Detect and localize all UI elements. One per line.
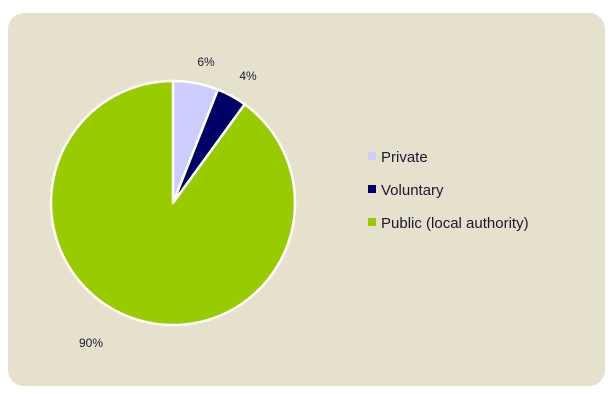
pie-slices: [49, 79, 297, 327]
legend-label: Public (local authority): [381, 215, 529, 232]
legend-swatch: [368, 185, 376, 193]
legend: Private Voluntary Public (local authority): [368, 149, 529, 232]
value-label: 90%: [79, 336, 103, 350]
legend-label: Voluntary: [381, 182, 444, 199]
legend-swatch: [368, 218, 376, 226]
legend-swatch: [368, 152, 376, 160]
value-labels: 6% 4% 90%: [79, 55, 257, 350]
pie-slice-public-local-authority: [49, 79, 297, 327]
legend-label: Private: [381, 149, 428, 166]
value-label: 4%: [239, 69, 257, 83]
value-label: 6%: [197, 55, 215, 69]
